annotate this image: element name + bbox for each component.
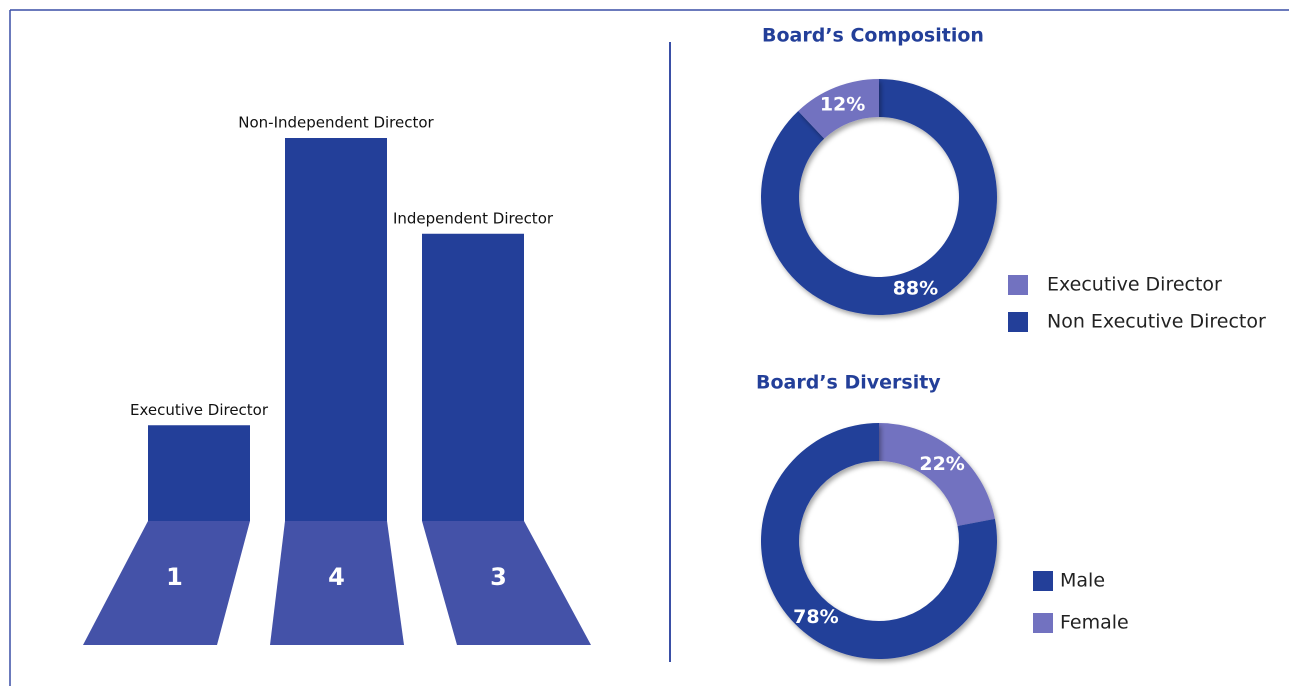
value-label: 12% <box>820 93 865 115</box>
donut-segment <box>879 423 995 527</box>
legend-swatch <box>1033 571 1053 591</box>
donut-title: Board’s Diversity <box>756 372 941 394</box>
bar-base <box>422 521 591 645</box>
value-label: 3 <box>490 563 507 591</box>
value-label: 88% <box>893 278 938 300</box>
legend-label: Male <box>1060 570 1105 592</box>
legend-label: Female <box>1060 612 1129 634</box>
bar-label: Independent Director <box>393 209 554 227</box>
value-label: 22% <box>919 453 964 475</box>
legend-swatch <box>1033 613 1053 633</box>
bar-base <box>270 521 404 645</box>
legend-swatch <box>1008 312 1028 332</box>
bar <box>285 138 387 521</box>
value-label: 1 <box>166 563 183 591</box>
bar-label: Executive Director <box>130 401 269 419</box>
legend-swatch <box>1008 275 1028 295</box>
bar-label: Non-Independent Director <box>238 114 434 132</box>
donut-segment <box>761 423 998 659</box>
legend-label: Executive Director <box>1047 274 1222 296</box>
value-label: 4 <box>328 563 345 591</box>
donut-title: Board’s Composition <box>762 25 984 47</box>
bar <box>422 233 524 521</box>
bar-base <box>83 521 250 645</box>
bar <box>148 425 250 521</box>
donut-segment <box>798 79 879 139</box>
legend-label: Non Executive Director <box>1047 311 1266 333</box>
donut-segment <box>761 79 998 315</box>
value-label: 78% <box>793 606 838 628</box>
